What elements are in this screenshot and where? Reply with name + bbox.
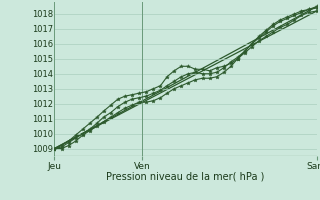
X-axis label: Pression niveau de la mer( hPa ): Pression niveau de la mer( hPa ) — [107, 172, 265, 182]
